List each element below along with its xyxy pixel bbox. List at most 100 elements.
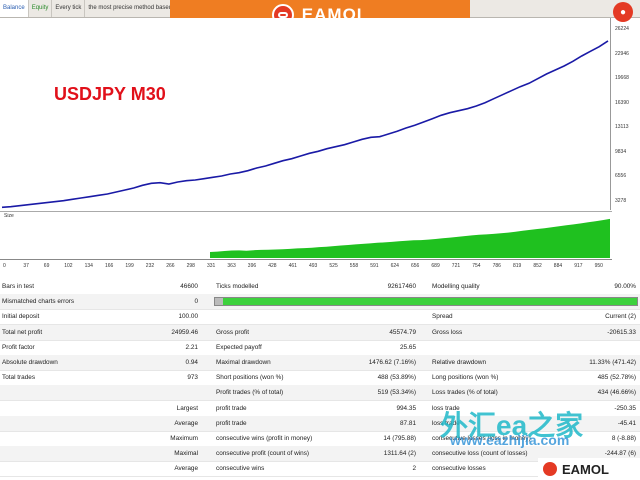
table-cell: 434 (46.66%) bbox=[597, 389, 636, 397]
table-cell: Expected payoff bbox=[216, 343, 262, 351]
x-tick: 331 bbox=[207, 263, 216, 269]
table-cell: consecutive profit (count of wins) bbox=[216, 450, 310, 458]
table-cell: 0 bbox=[194, 298, 198, 306]
table-cell: Spread bbox=[432, 313, 453, 321]
table-row: Profit trades (% of total) 519 (53.34%) Lo… bbox=[0, 385, 640, 402]
tab-equity[interactable]: Equity bbox=[29, 0, 53, 17]
tab-method[interactable]: the most precise method based o bbox=[85, 0, 182, 17]
table-cell: Absolute drawdown bbox=[2, 359, 58, 366]
table-cell: 994.35 bbox=[396, 404, 416, 412]
table-cell: Current (2) bbox=[605, 313, 636, 321]
tab-balance[interactable]: Balance bbox=[0, 0, 29, 17]
table-cell: Gross profit bbox=[216, 328, 250, 336]
table-cell: -244.87 (6) bbox=[604, 450, 636, 458]
table-cell: 485 (52.78%) bbox=[597, 374, 636, 382]
brand-logo-bottom: EAMOL bbox=[538, 458, 640, 480]
x-tick: 721 bbox=[451, 263, 461, 269]
x-tick: 493 bbox=[309, 263, 318, 269]
table-row: Total net profit 24959.46 Gross profit 4557… bbox=[0, 324, 640, 341]
table-row: Profit factor 2.21 Expected payoff 25.65 bbox=[0, 340, 640, 356]
x-tick: 102 bbox=[64, 263, 73, 269]
x-tick: 558 bbox=[349, 263, 359, 269]
x-tick: 754 bbox=[472, 263, 481, 269]
y-tick: 6556 bbox=[615, 173, 627, 179]
balance-chart bbox=[0, 18, 610, 210]
tab-every-tick[interactable]: Every tick bbox=[52, 0, 86, 17]
x-tick: 134 bbox=[84, 263, 93, 269]
table-cell: 24959.46 bbox=[171, 328, 198, 336]
x-tick: 69 bbox=[43, 263, 50, 269]
table-row: Absolute drawdown 0.94 Maximal drawdown 147… bbox=[0, 355, 640, 371]
table-cell: 1476.62 (7.16%) bbox=[368, 359, 416, 366]
brand-name-bottom: EAMOL bbox=[562, 461, 609, 477]
chart-title: USDJPY M30 bbox=[54, 84, 166, 104]
table-cell: Profit trades (% of total) bbox=[216, 389, 284, 397]
table-cell: loss trade bbox=[432, 419, 460, 427]
table-cell: Modelling quality bbox=[432, 283, 480, 290]
table-cell: Maximal bbox=[174, 450, 198, 458]
x-tick: 884 bbox=[553, 263, 563, 269]
x-tick: 428 bbox=[268, 263, 277, 269]
table-cell: Mismatched charts errors bbox=[2, 298, 75, 306]
table-cell: 2.21 bbox=[185, 343, 198, 351]
x-tick: 298 bbox=[186, 263, 195, 269]
x-tick: 591 bbox=[370, 263, 379, 269]
table-cell: Long positions (won %) bbox=[432, 374, 499, 382]
table-cell: 1311.64 (2) bbox=[383, 450, 416, 458]
x-tick: 656 bbox=[411, 263, 420, 269]
watermark-url: www.eazhijia.com bbox=[450, 432, 570, 448]
table-cell: Profit factor bbox=[2, 343, 35, 351]
y-tick: 22946 bbox=[615, 50, 629, 57]
table-row: Average profit trade 87.81 loss trade -45.41 bbox=[0, 415, 640, 432]
x-tick: 689 bbox=[431, 263, 440, 269]
logo-icon: ● bbox=[613, 2, 633, 22]
table-cell: consecutive losses (loss in money) bbox=[432, 435, 531, 442]
table-cell: 11.33% (471.42) bbox=[589, 359, 636, 366]
y-axis: 26224 22946 19668 16390 13113 9834 6556 3278 bbox=[610, 18, 640, 210]
table-cell: consecutive loss (count of losses) bbox=[432, 450, 528, 458]
table-cell: 92617460 bbox=[387, 283, 416, 290]
table-cell: profit trade bbox=[216, 419, 247, 427]
table-row: Bars in test 46600 Ticks modelled 92617460 M… bbox=[0, 279, 640, 295]
table-cell: Bars in test bbox=[2, 283, 34, 290]
x-tick: 396 bbox=[247, 263, 257, 269]
watermark-cn: 外汇ea之家 bbox=[440, 410, 584, 441]
table-cell: 87.81 bbox=[400, 419, 416, 427]
volume-area bbox=[210, 218, 610, 258]
quality-progress-bar bbox=[214, 297, 638, 307]
table-row: Total trades 973 Short positions (won %) 48… bbox=[0, 370, 640, 387]
table-cell: 0.94 bbox=[185, 359, 198, 366]
table-cell: consecutive wins bbox=[216, 465, 265, 473]
table-cell: 25.65 bbox=[400, 343, 416, 351]
table-cell: 100.00 bbox=[178, 313, 198, 321]
x-tick: 917 bbox=[574, 263, 583, 269]
table-cell: consecutive losses bbox=[432, 465, 486, 473]
table-cell: Largest bbox=[176, 404, 198, 412]
x-tick: 199 bbox=[125, 263, 134, 269]
table-cell: Maximum bbox=[170, 435, 198, 442]
table-cell: Relative drawdown bbox=[432, 359, 486, 366]
table-cell: Ticks modelled bbox=[216, 283, 259, 290]
x-tick: 461 bbox=[288, 263, 297, 269]
table-cell: Average bbox=[174, 419, 198, 427]
y-tick: 16390 bbox=[615, 99, 629, 106]
volume-chart bbox=[0, 211, 612, 259]
table-cell: 14 (795.88) bbox=[383, 435, 416, 442]
table-row: Maximal consecutive profit (count of wins… bbox=[0, 446, 640, 463]
x-tick: 266 bbox=[166, 263, 175, 269]
table-cell: 2 bbox=[412, 465, 416, 473]
table-cell: -45.41 bbox=[617, 419, 636, 427]
table-cell: 8 (-8.88) bbox=[611, 435, 636, 442]
table-cell: Maximal drawdown bbox=[216, 359, 271, 366]
table-cell: Short positions (won %) bbox=[216, 374, 284, 382]
x-tick: 232 bbox=[145, 263, 155, 269]
balance-line bbox=[1, 40, 609, 209]
table-cell: Total trades bbox=[2, 374, 36, 382]
y-tick: 19668 bbox=[615, 75, 629, 81]
x-axis: 0 37 69 102 134 166 199 232 266 298 331 363 396 428 46… bbox=[0, 259, 612, 278]
table-cell: 45574.79 bbox=[389, 328, 416, 336]
table-cell: profit trade bbox=[216, 404, 247, 412]
table-cell: -250.35 bbox=[614, 404, 636, 412]
table-cell: Gross loss bbox=[432, 328, 463, 336]
table-cell: consecutive wins (profit in money) bbox=[216, 435, 313, 442]
